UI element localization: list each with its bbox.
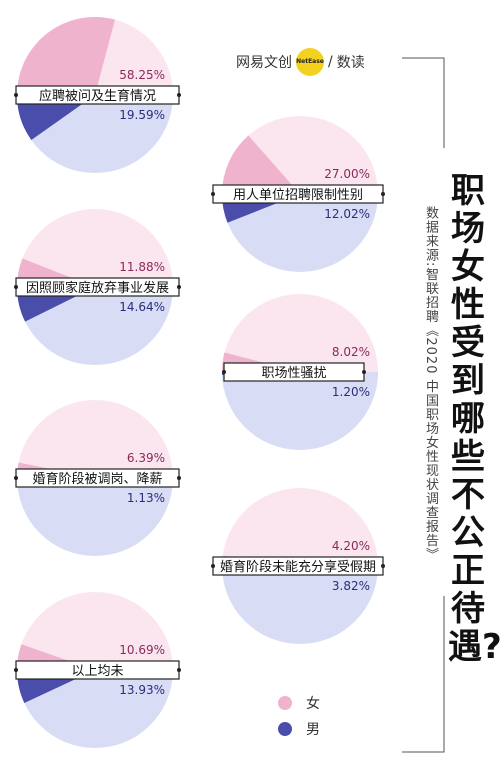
female-slice [17, 17, 115, 95]
frame-bracket [402, 57, 445, 753]
category-label: 以上均未 [71, 664, 123, 679]
male-half-bg [222, 194, 378, 272]
chart-item-5: 婚育阶段被调岗、降薪 6.39% 1.13% [14, 400, 181, 556]
male-half-bg [17, 287, 173, 365]
band-dot [381, 564, 385, 568]
legend-swatch-female [278, 696, 292, 710]
female-value-label: 27.00% [324, 167, 370, 181]
male-value-label: 13.93% [119, 683, 165, 697]
male-half-bg [17, 478, 173, 556]
category-label: 职场性骚扰 [261, 366, 326, 381]
female-value-label: 58.25% [119, 68, 165, 82]
chart-item-4: 职场性骚扰 8.02% 1.20% [222, 294, 378, 450]
category-label: 用人单位招聘限制性别 [233, 188, 363, 203]
category-label: 婚育阶段被调岗、降薪 [32, 471, 162, 487]
female-half-bg [222, 294, 378, 372]
male-value-label: 1.13% [127, 491, 165, 505]
band-dot [177, 285, 181, 289]
chart-item-1: 应聘被问及生育情况 58.25% 19.59% [14, 17, 181, 173]
male-value-label: 19.59% [119, 108, 165, 122]
female-value-label: 8.02% [332, 345, 370, 359]
male-slice [17, 95, 95, 141]
brand-name: 网易文创 [236, 55, 292, 71]
male-half-bg [222, 566, 378, 644]
chart-item-2: 用人单位招聘限制性别 27.00% 12.02% [211, 116, 385, 272]
female-half-bg [17, 400, 173, 478]
band-dot [362, 370, 366, 374]
chart-item-3: 因照顾家庭放弃事业发展 11.88% 14.64% [14, 209, 181, 365]
band-dot [211, 192, 215, 196]
data-source: 数据来源:智联招聘《2020 中国职场女性现状调查报告》 [423, 206, 438, 562]
male-value-label: 14.64% [119, 300, 165, 314]
legend-swatch-male [278, 722, 292, 736]
male-value-label: 3.82% [332, 579, 370, 593]
band-dot [14, 285, 18, 289]
male-value-label: 12.02% [324, 207, 370, 221]
brand-logo: 网易文创 NetEase / 数读 [236, 48, 365, 76]
band-dot [14, 93, 18, 97]
female-value-label: 4.20% [332, 539, 370, 553]
band-dot [14, 476, 18, 480]
legend-item-male: 男 [278, 716, 320, 742]
page-title: 职场女性受到哪些不公正待遇? [448, 171, 500, 667]
band-dot [381, 192, 385, 196]
band-dot [211, 564, 215, 568]
legend: 女 男 [278, 690, 320, 742]
chart-item-7: 以上均未 10.69% 13.93% [14, 592, 181, 748]
legend-label-male: 男 [306, 722, 320, 738]
chart-item-6: 婚育阶段未能充分享受假期 4.20% 3.82% [211, 488, 385, 644]
brand-sub: 数读 [336, 55, 365, 71]
band-dot [14, 668, 18, 672]
male-value-label: 1.20% [332, 385, 370, 399]
netease-badge-icon: NetEase [296, 48, 324, 76]
band-dot [222, 370, 226, 374]
male-half-bg [17, 670, 173, 748]
female-value-label: 10.69% [119, 643, 165, 657]
male-half-bg [222, 372, 378, 450]
band-dot [177, 93, 181, 97]
female-value-label: 11.88% [119, 260, 165, 274]
female-half-bg [222, 488, 378, 566]
legend-item-female: 女 [278, 690, 320, 716]
female-value-label: 6.39% [127, 451, 165, 465]
category-label: 应聘被问及生育情况 [39, 88, 156, 104]
legend-label-female: 女 [306, 696, 320, 712]
category-label: 婚育阶段未能充分享受假期 [220, 559, 376, 575]
female-half-bg [17, 209, 173, 287]
brand-slash: / [328, 54, 333, 70]
female-half-bg [17, 592, 173, 670]
female-slice [222, 135, 300, 194]
band-dot [177, 668, 181, 672]
category-label: 因照顾家庭放弃事业发展 [26, 280, 169, 296]
band-dot [177, 476, 181, 480]
